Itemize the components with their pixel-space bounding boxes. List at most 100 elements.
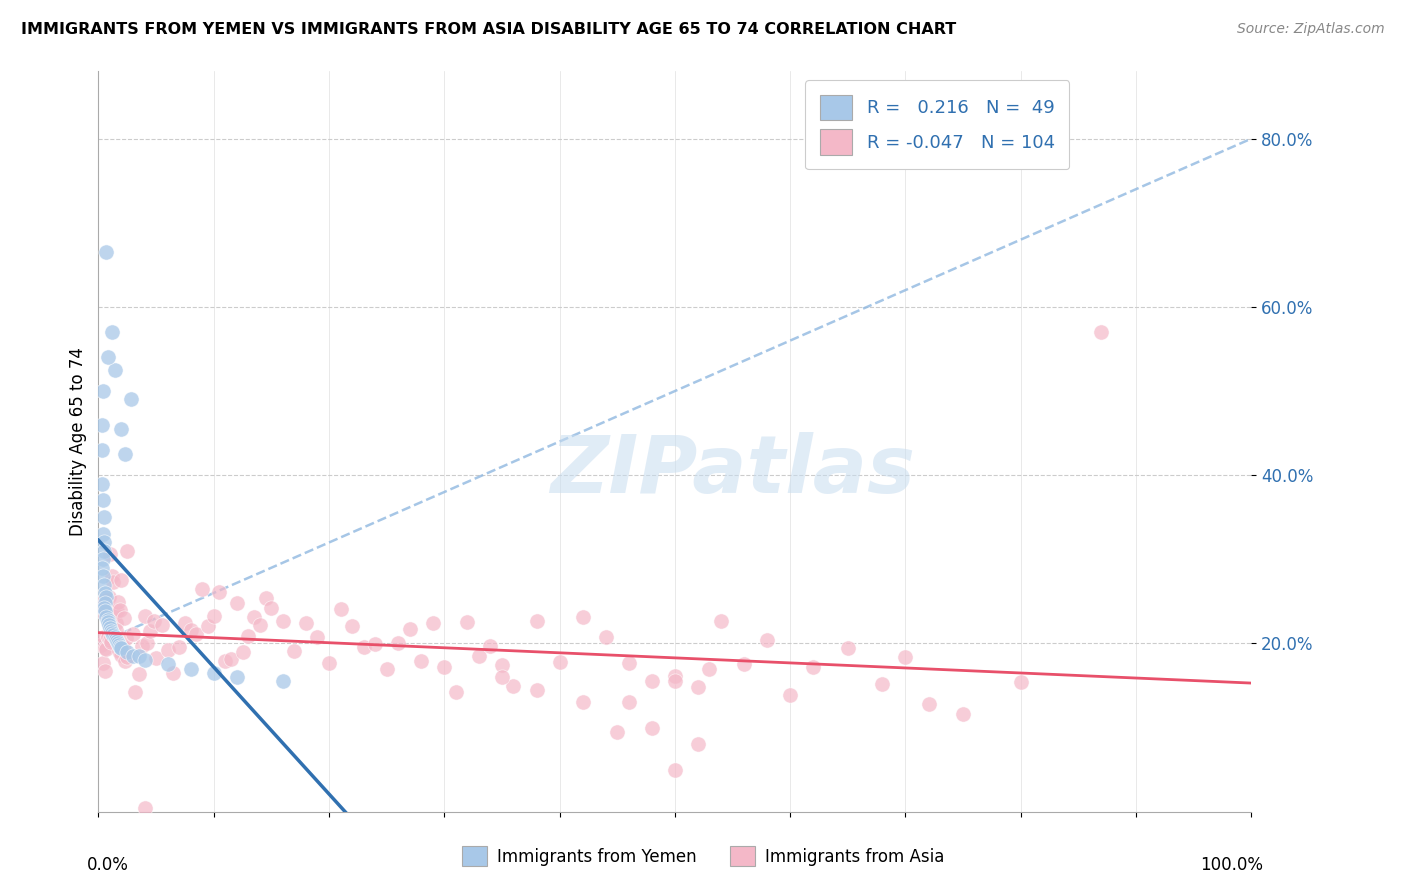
Point (107, 595, 129, 609)
Point (318, 656, 340, 670)
Point (134, 800, 156, 814)
Point (97, 590, 120, 604)
Point (114, 654, 136, 668)
Point (156, 657, 179, 672)
Point (142, 614, 165, 628)
Point (526, 682, 548, 697)
Point (186, 626, 208, 640)
Point (162, 666, 184, 681)
Point (456, 615, 478, 629)
Point (202, 665, 225, 680)
Point (329, 602, 352, 616)
Point (526, 614, 548, 628)
Point (122, 626, 145, 640)
Point (101, 325, 124, 339)
Point (135, 636, 157, 650)
Point (422, 616, 444, 631)
Point (571, 695, 593, 709)
Point (96, 593, 118, 607)
Point (571, 610, 593, 624)
Point (271, 614, 294, 628)
Point (110, 640, 132, 654)
Text: Source: ZipAtlas.com: Source: ZipAtlas.com (1237, 22, 1385, 37)
Point (124, 685, 146, 699)
Point (96, 642, 118, 657)
Point (91, 384, 114, 398)
Point (91, 527, 114, 541)
Point (98, 632, 121, 646)
Point (150, 618, 173, 632)
Point (117, 650, 139, 665)
Point (260, 600, 283, 615)
Point (110, 603, 132, 617)
Point (103, 607, 125, 621)
Point (595, 630, 617, 644)
Point (1090, 325, 1112, 339)
Point (112, 610, 135, 624)
Point (90, 442, 112, 457)
Point (97, 613, 120, 627)
Point (110, 640, 132, 655)
Point (90, 638, 112, 652)
Point (114, 447, 136, 461)
Point (214, 654, 236, 668)
Point (98, 547, 121, 561)
Point (104, 624, 127, 638)
Point (353, 640, 375, 654)
Point (110, 422, 132, 436)
Point (491, 670, 513, 684)
Point (180, 623, 202, 637)
Y-axis label: Disability Age 65 to 74: Disability Age 65 to 74 (69, 347, 87, 536)
Point (91, 656, 114, 670)
Point (606, 724, 628, 739)
Point (103, 363, 125, 377)
Point (254, 591, 277, 606)
Point (225, 596, 247, 610)
Point (98, 633, 121, 648)
Point (134, 653, 156, 667)
Point (191, 582, 214, 596)
Point (231, 645, 254, 659)
Point (93, 630, 115, 644)
Point (97, 615, 120, 630)
Point (128, 667, 150, 681)
Point (103, 628, 125, 642)
Point (94, 641, 117, 656)
Point (664, 674, 686, 689)
Point (97, 630, 120, 644)
Point (219, 651, 242, 665)
Point (91, 552, 114, 566)
Text: 100.0%: 100.0% (1199, 856, 1263, 874)
Point (180, 662, 202, 676)
Point (243, 609, 266, 624)
Point (94, 605, 117, 619)
Point (93, 510, 115, 524)
Point (444, 685, 467, 699)
Point (100, 635, 122, 649)
Point (952, 707, 974, 722)
Point (108, 638, 131, 652)
Point (174, 615, 197, 630)
Point (801, 659, 824, 673)
Point (104, 615, 127, 630)
Point (156, 643, 179, 657)
Point (641, 721, 664, 735)
Point (122, 649, 145, 664)
Point (90, 600, 112, 615)
Point (208, 585, 231, 599)
Point (96, 590, 118, 604)
Point (238, 629, 260, 643)
Point (398, 623, 420, 637)
Point (93, 544, 115, 558)
Point (699, 662, 721, 676)
Legend: Immigrants from Yemen, Immigrants from Asia: Immigrants from Yemen, Immigrants from A… (454, 838, 952, 875)
Legend: R =   0.216   N =  49, R = -0.047   N = 104: R = 0.216 N = 49, R = -0.047 N = 104 (806, 80, 1070, 169)
Point (411, 654, 433, 668)
Point (128, 649, 150, 664)
Point (271, 674, 294, 689)
Point (283, 644, 305, 658)
Text: ZIPatlas: ZIPatlas (550, 432, 915, 510)
Point (101, 569, 124, 583)
Point (91, 493, 114, 508)
Point (837, 641, 859, 656)
